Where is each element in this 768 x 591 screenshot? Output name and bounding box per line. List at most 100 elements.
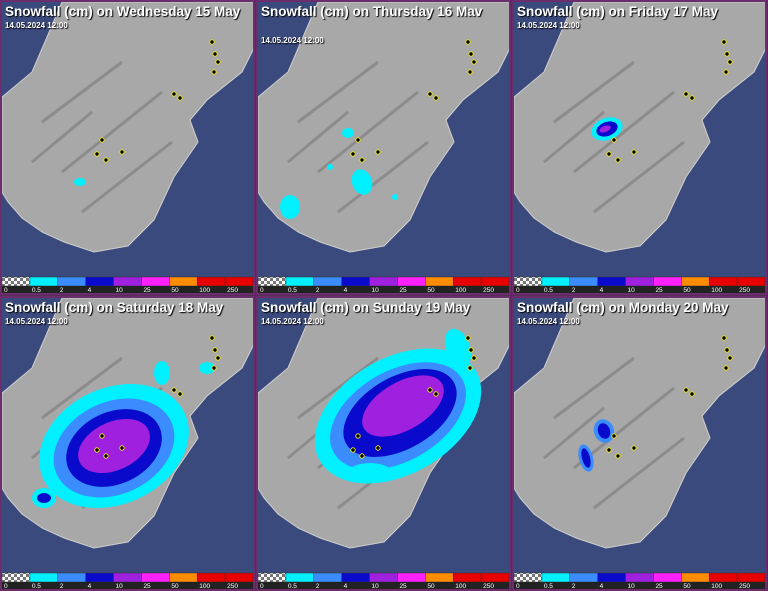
- legend-label: 2: [316, 583, 320, 589]
- town: [689, 391, 695, 397]
- legend-label-bg: [653, 286, 682, 293]
- legend-label: 250: [227, 287, 238, 293]
- legend-label: 2: [60, 583, 64, 589]
- town: [171, 91, 177, 97]
- town: [721, 39, 727, 45]
- legend-label-bg: [113, 582, 142, 589]
- legend-label-bg: [514, 286, 542, 293]
- town: [465, 335, 471, 341]
- legend-swatch: [514, 572, 543, 583]
- panel-title: Snowfall (cm) on Sunday 19 May: [261, 300, 471, 315]
- town: [211, 365, 217, 371]
- legend-swatch: [597, 572, 626, 583]
- snow-area: [392, 194, 398, 200]
- map: 0 0.5 2 4 10 25 50 100 250: [514, 298, 765, 589]
- legend-swatch: [285, 276, 315, 287]
- legend-label: 10: [116, 583, 124, 589]
- panel-time: 14.05.2024 12:00: [5, 317, 68, 326]
- legend-swatch: [57, 572, 86, 583]
- map-panel: 0 0.5 2 4 10 25 50 100 250 Snowfall (cm) on Monda…: [512, 296, 767, 591]
- legend-label-bg: [453, 582, 482, 589]
- snow-area: [362, 375, 444, 437]
- town: [99, 137, 105, 143]
- legend-label: 0: [4, 287, 8, 293]
- town: [471, 59, 477, 65]
- town: [433, 391, 439, 397]
- legend-label: 50: [683, 287, 691, 293]
- snow-area: [78, 418, 150, 474]
- legend-label: 2: [60, 287, 64, 293]
- land: [2, 2, 253, 253]
- legend-swatch: [569, 276, 598, 287]
- legend-swatch: [681, 276, 710, 287]
- town: [99, 433, 105, 439]
- legend-swatch: [480, 572, 509, 583]
- legend-label-bg: [425, 582, 454, 589]
- legend-label-bg: [313, 286, 342, 293]
- legend-swatch: [514, 276, 543, 287]
- legend-swatch: [141, 572, 170, 583]
- legend-label: 4: [600, 583, 604, 589]
- legend-swatch: [541, 276, 571, 287]
- legend-swatch: [113, 276, 142, 287]
- town: [467, 365, 473, 371]
- legend-swatch: [452, 572, 482, 583]
- legend-label-bg: [625, 582, 654, 589]
- legend-swatch: [258, 572, 287, 583]
- legend-swatch: [285, 572, 315, 583]
- legend-swatch: [196, 572, 226, 583]
- town: [727, 355, 733, 361]
- legend-label-bg: [653, 582, 682, 589]
- legend-label: 0: [260, 287, 264, 293]
- panel-time: 14.05.2024 12:00: [517, 317, 580, 326]
- legend-swatch: [258, 276, 287, 287]
- legend-swatch: [480, 276, 509, 287]
- legend-label: 100: [711, 583, 722, 589]
- legend-swatch: [113, 572, 142, 583]
- legend-swatch: [169, 276, 198, 287]
- legend-label: 4: [88, 287, 92, 293]
- legend-swatch: [681, 572, 710, 583]
- town: [631, 149, 637, 155]
- legend-swatch: [85, 572, 114, 583]
- legend-label-bg: [141, 582, 170, 589]
- legend-label-bg: [597, 582, 626, 589]
- legend-label-bg: [453, 286, 482, 293]
- town: [119, 445, 125, 451]
- legend-label-bg: [225, 582, 253, 589]
- town: [724, 51, 730, 57]
- map-panel: 0 0.5 2 4 10 25 50 100 250 Snowfall (cm) on Wedne…: [0, 0, 255, 295]
- legend-swatch: [397, 276, 426, 287]
- panel-title: Snowfall (cm) on Saturday 18 May: [5, 300, 224, 315]
- legend-swatch: [141, 276, 170, 287]
- snow-area: [444, 328, 472, 368]
- town: [359, 453, 365, 459]
- town: [467, 69, 473, 75]
- legend-label: 100: [199, 287, 210, 293]
- legend-label-bg: [197, 286, 226, 293]
- legend-label-bg: [197, 582, 226, 589]
- panel-title: Snowfall (cm) on Monday 20 May: [517, 300, 729, 315]
- legend-label-bg: [709, 582, 738, 589]
- legend-label-bg: [169, 582, 198, 589]
- legend-label-bg: [141, 286, 170, 293]
- panel-time: 14.05.2024 12:00: [5, 21, 68, 30]
- town: [211, 69, 217, 75]
- legend-label: 0: [4, 583, 8, 589]
- snow-area: [37, 493, 51, 503]
- town: [375, 149, 381, 155]
- town: [94, 447, 100, 453]
- town: [611, 137, 617, 143]
- legend-label: 0: [260, 583, 264, 589]
- snow-area: [74, 178, 86, 186]
- town: [212, 51, 218, 57]
- map-panel: 0 0.5 2 4 10 25 50 100 250 Snowfall (cm) on Sunda…: [256, 296, 511, 591]
- legend-label: 0: [516, 287, 520, 293]
- ridges: [31, 60, 173, 214]
- legend-label: 25: [655, 583, 663, 589]
- panel-title: Snowfall (cm) on Thursday 16 Mav: [261, 4, 483, 19]
- town: [103, 157, 109, 163]
- legend-label: 50: [427, 287, 435, 293]
- snow-area: [351, 169, 373, 195]
- town: [433, 95, 439, 101]
